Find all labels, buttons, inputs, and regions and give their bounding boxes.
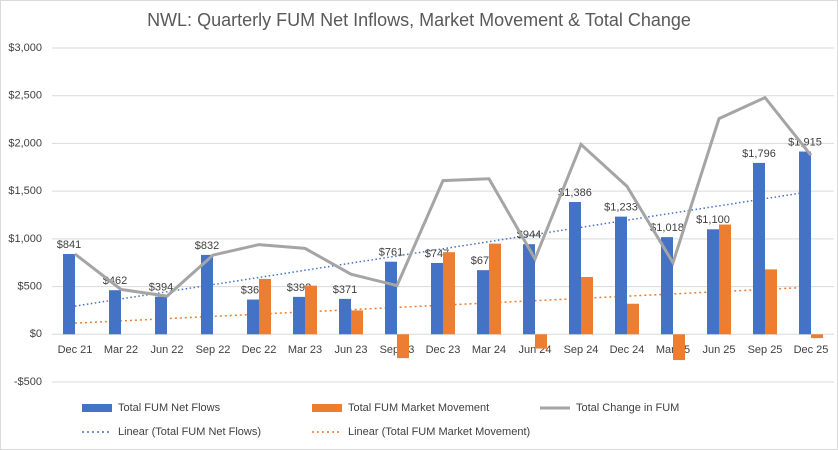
bar [615, 216, 627, 335]
bar [397, 334, 409, 359]
bar [431, 263, 443, 335]
bar [569, 202, 581, 335]
x-tick-label: Sep 24 [564, 344, 599, 356]
x-tick-label: Dec 25 [794, 344, 829, 356]
data-label: $1,233 [604, 202, 638, 214]
x-tick-label: Mar 22 [104, 344, 138, 356]
bar [339, 298, 351, 335]
bar [765, 269, 777, 335]
x-tick-label: Sep 22 [196, 344, 231, 356]
bar [351, 310, 363, 335]
x-tick-label: Mar 23 [288, 344, 322, 356]
bar [109, 290, 121, 335]
legend-label: Linear (Total FUM Market Movement) [348, 426, 530, 438]
bar [293, 296, 305, 335]
bar [155, 296, 167, 335]
legend-swatch [82, 404, 112, 412]
bar [627, 303, 639, 335]
bar [443, 252, 455, 335]
x-tick-label: Dec 22 [242, 344, 277, 356]
data-label: $1,386 [558, 187, 592, 199]
bar [489, 243, 501, 335]
y-tick-label: $2,500 [8, 90, 42, 102]
chart-title: NWL: Quarterly FUM Net Inflows, Market M… [147, 10, 691, 30]
x-tick-label: Dec 24 [610, 344, 645, 356]
bar [259, 278, 271, 335]
x-tick-label: Jun 23 [334, 344, 367, 356]
y-tick-label: $0 [30, 328, 42, 340]
x-tick-label: Jun 25 [702, 344, 735, 356]
bar [247, 299, 259, 335]
legend-label: Total Change in FUM [576, 402, 679, 414]
bar [673, 334, 685, 361]
x-tick-label: Dec 23 [426, 344, 461, 356]
bar [753, 162, 765, 335]
y-tick-label: $3,000 [8, 42, 42, 54]
x-tick-label: Jun 22 [150, 344, 183, 356]
bar [661, 237, 673, 335]
legend-label: Total FUM Net Flows [118, 402, 221, 414]
bar [799, 151, 811, 335]
bar [477, 270, 489, 335]
data-label: $394 [149, 282, 173, 294]
bar [535, 334, 547, 349]
bar [305, 285, 317, 335]
data-label: $371 [333, 284, 357, 296]
x-tick-label: Dec 21 [58, 344, 93, 356]
data-label: $761 [379, 247, 403, 259]
line [74, 95, 813, 298]
bar [201, 254, 213, 335]
bar [581, 277, 593, 335]
data-label: $1,100 [696, 214, 730, 226]
legend-label: Total FUM Market Movement [348, 402, 489, 414]
y-tick-label: -$500 [14, 376, 42, 388]
bar [385, 261, 397, 335]
bar [523, 244, 535, 335]
bar [63, 254, 75, 335]
y-tick-label: $1,000 [8, 233, 42, 245]
data-label: $747 [425, 248, 449, 260]
legend-label: Linear (Total FUM Net Flows) [118, 426, 261, 438]
y-tick-label: $500 [18, 280, 42, 292]
bar [707, 229, 719, 335]
y-tick-label: $2,000 [8, 137, 42, 149]
legend-swatch [312, 404, 342, 412]
data-label: $841 [57, 239, 81, 251]
bar [811, 334, 823, 339]
x-tick-label: Mar 24 [472, 344, 506, 356]
data-label: $1,796 [742, 148, 776, 160]
bar [719, 224, 731, 335]
x-tick-label: Sep 25 [748, 344, 783, 356]
data-label: $462 [103, 275, 127, 287]
data-label: $832 [195, 240, 219, 252]
data-label: $1,018 [650, 222, 684, 234]
y-tick-label: $1,500 [8, 185, 42, 197]
